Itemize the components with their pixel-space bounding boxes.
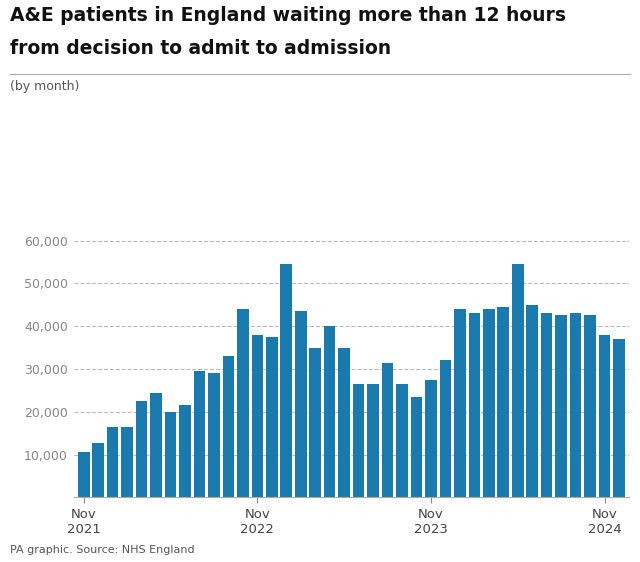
Bar [223, 356, 234, 497]
Text: PA graphic. Source: NHS England: PA graphic. Source: NHS England [10, 545, 194, 555]
Bar [324, 326, 335, 497]
Text: A&E patients in England waiting more than 12 hours: A&E patients in England waiting more tha… [10, 6, 566, 25]
Bar [584, 315, 596, 497]
Bar [237, 309, 249, 497]
Bar [309, 347, 321, 497]
Bar [570, 314, 581, 497]
Bar [353, 384, 364, 497]
Bar [556, 315, 567, 497]
Bar [122, 427, 133, 497]
Bar [497, 307, 509, 497]
Bar [150, 392, 162, 497]
Bar [468, 314, 480, 497]
Text: from decision to admit to admission: from decision to admit to admission [10, 39, 391, 58]
Bar [107, 427, 118, 497]
Bar [483, 309, 495, 497]
Bar [179, 405, 191, 497]
Bar [599, 335, 611, 497]
Bar [92, 443, 104, 497]
Bar [252, 335, 263, 497]
Bar [411, 397, 422, 497]
Bar [454, 309, 466, 497]
Bar [541, 314, 552, 497]
Bar [381, 362, 394, 497]
Bar [367, 384, 379, 497]
Bar [425, 380, 436, 497]
Bar [208, 373, 220, 497]
Bar [396, 384, 408, 497]
Text: (by month): (by month) [10, 80, 79, 93]
Bar [266, 337, 278, 497]
Bar [164, 412, 176, 497]
Bar [527, 305, 538, 497]
Bar [78, 452, 90, 497]
Bar [512, 264, 524, 497]
Bar [339, 347, 350, 497]
Bar [194, 371, 205, 497]
Bar [613, 339, 625, 497]
Bar [280, 264, 292, 497]
Bar [295, 311, 307, 497]
Bar [440, 360, 451, 497]
Bar [136, 401, 147, 497]
